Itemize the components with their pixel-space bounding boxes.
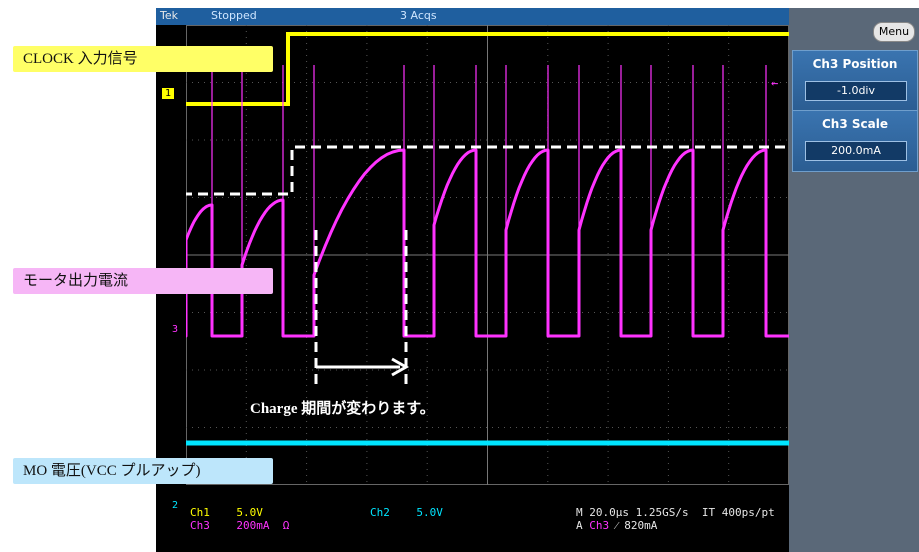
trigger-readout: A Ch3 ⁄ 820mA: [576, 519, 658, 532]
acquisition-count: 3 Acqs: [400, 9, 437, 22]
ch3-readout: Ch3 200mA Ω: [190, 519, 290, 532]
ch2-readout: Ch2 5.0V: [370, 506, 443, 519]
menu-button[interactable]: Menu: [873, 22, 915, 42]
ch1-marker[interactable]: 1: [162, 88, 175, 99]
ch1-readout: Ch1 5.0V: [190, 506, 263, 519]
ch3-scale-softkey[interactable]: Ch3 Scale 200.0mA: [792, 110, 918, 172]
ch3-marker[interactable]: 3: [172, 324, 179, 335]
brand-label: Tek: [160, 9, 178, 22]
charge-period-annotation: Charge 期間が変わります。: [250, 401, 435, 417]
trigger-level-arrow-icon: ←: [771, 76, 779, 90]
timebase-readout: M 20.0µs 1.25GS/s IT 400ps/pt: [576, 506, 775, 519]
ch2-marker[interactable]: 2: [172, 500, 179, 511]
clock-input-label: CLOCK 入力信号: [13, 46, 273, 72]
softkey-title: Ch3 Position: [812, 57, 898, 71]
acquisition-status: Stopped: [211, 9, 257, 22]
oscilloscope-display: Tek Stopped 3 Acqs Menu Ch3 Position -1.…: [156, 8, 919, 552]
waveform-screen: [182, 25, 789, 485]
softkey-value: -1.0div: [805, 81, 907, 101]
status-bar: Tek Stopped 3 Acqs: [156, 8, 789, 25]
ch1-clock-trace: [186, 32, 789, 106]
waveform-plot: [182, 25, 789, 485]
mo-voltage-label: MO 電圧(VCC プルアップ): [13, 458, 273, 484]
arrow-head-icon: [391, 357, 410, 377]
softkey-title: Ch3 Scale: [822, 117, 888, 131]
motor-current-label: モータ出力電流: [13, 268, 273, 294]
logic-dashed-overlay: [182, 145, 789, 196]
ch3-position-softkey[interactable]: Ch3 Position -1.0div: [792, 50, 918, 112]
side-menu-panel: Menu Ch3 Position -1.0div Ch3 Scale 200.…: [789, 8, 919, 552]
softkey-value: 200.0mA: [805, 141, 907, 161]
